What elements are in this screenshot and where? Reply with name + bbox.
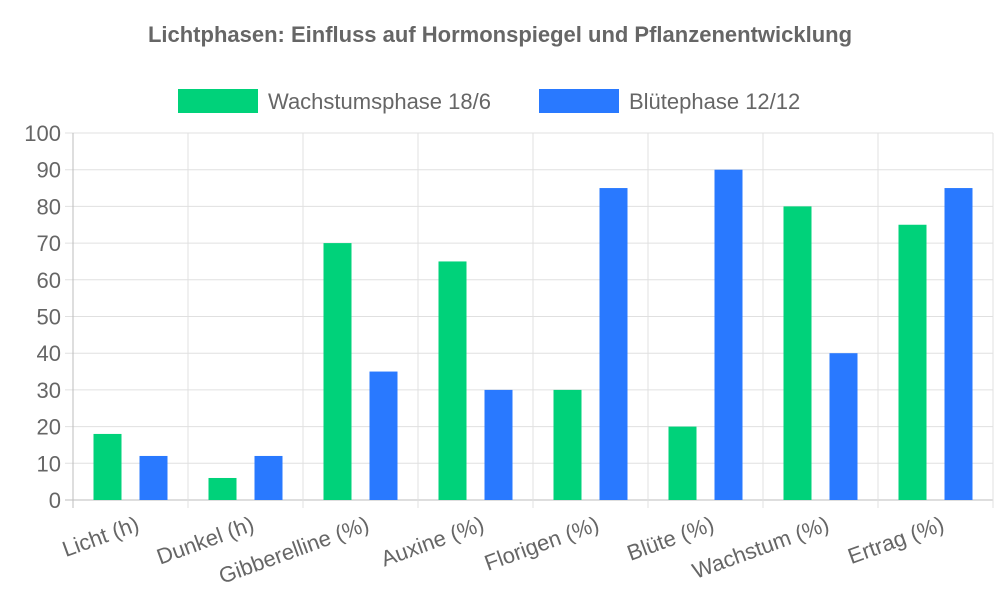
bar-series-0-cat-1[interactable]: Wachstumsphase 18/6: 6 (208, 477, 237, 500)
bar-series-1-cat-3[interactable]: Blütephase 12/12: 30 (484, 389, 513, 500)
x-axis: Licht (h) Dunkel (h)Gibberelline (%) Auxin… (59, 511, 947, 588)
y-tick-label: 60 (37, 268, 61, 293)
bar-series-0-cat-4[interactable]: Wachstumsphase 18/6: 30 (553, 389, 582, 500)
x-tick-label: Ertrag (%) (844, 511, 947, 569)
bar-series-1-cat-0[interactable]: Blütephase 12/12: 12 (139, 455, 168, 500)
y-tick-label: 20 (37, 415, 61, 440)
legend-item-series-0[interactable]: Wachstumsphase 18/6 (178, 89, 491, 114)
bars: Wachstumsphase 18/6: 18 Blütephase 12/12:… (93, 169, 973, 501)
y-tick-label: 90 (37, 158, 61, 183)
y-tick-label: 80 (37, 194, 61, 219)
gridlines (65, 132, 994, 508)
y-tick-label: 50 (37, 305, 61, 330)
legend: Wachstumsphase 18/6 Blütephase 12/12 (178, 89, 800, 114)
y-tick-label: 100 (24, 121, 61, 146)
bar-series-0-cat-6[interactable]: Wachstumsphase 18/6: 80 (783, 206, 812, 500)
bar-series-1-cat-1[interactable]: Blütephase 12/12: 12 (254, 455, 283, 500)
bar-series-1-cat-2[interactable]: Blütephase 12/12: 35 (369, 371, 398, 500)
bar-series-0-cat-2[interactable]: Wachstumsphase 18/6: 70 (323, 243, 352, 500)
x-tick-label: Licht (h) (59, 511, 142, 562)
x-tick-label: Auxine (%) (378, 511, 488, 571)
y-tick-label: 70 (37, 231, 61, 256)
bar-series-1-cat-7[interactable]: Blütephase 12/12: 85 (944, 188, 973, 501)
bar-series-0-cat-3[interactable]: Wachstumsphase 18/6: 65 (438, 261, 467, 500)
legend-swatch-series-1 (539, 89, 619, 113)
bar-series-1-cat-5[interactable]: Blütephase 12/12: 90 (714, 169, 743, 500)
legend-label-series-1: Blütephase 12/12 (629, 89, 800, 114)
x-tick-label: Florigen (%) (481, 511, 602, 575)
bar-series-0-cat-0[interactable]: Wachstumsphase 18/6: 18 (93, 433, 122, 500)
legend-swatch-series-0 (178, 89, 258, 113)
y-tick-label: 40 (37, 341, 61, 366)
bar-series-1-cat-6[interactable]: Blütephase 12/12: 40 (829, 353, 858, 500)
y-tick-label: 0 (49, 488, 61, 513)
y-tick-label: 30 (37, 378, 61, 403)
legend-item-series-1[interactable]: Blütephase 12/12 (539, 89, 800, 114)
bar-series-1-cat-4[interactable]: Blütephase 12/12: 85 (599, 188, 628, 501)
bar-series-0-cat-7[interactable]: Wachstumsphase 18/6: 75 (898, 224, 927, 500)
legend-label-series-0: Wachstumsphase 18/6 (268, 89, 491, 114)
y-tick-label: 10 (37, 451, 61, 476)
y-axis: 0 10 20 30 40 50 60 70 80 90 100 (24, 121, 61, 513)
bar-series-0-cat-5[interactable]: Wachstumsphase 18/6: 20 (668, 426, 697, 500)
chart-title: Lichtphasen: Einfluss auf Hormonspiegel … (148, 22, 852, 47)
